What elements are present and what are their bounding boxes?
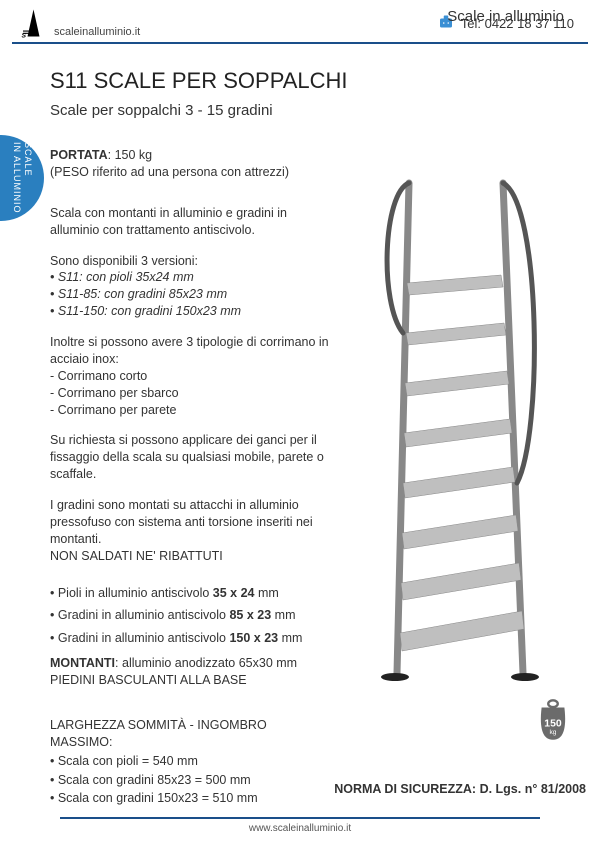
side-tab-line2: IN ALLUMINIO <box>12 142 22 214</box>
p-handrails: Inoltre si possono avere 3 tipologie di … <box>50 334 330 418</box>
p-versions: Sono disponibili 3 versioni: • S11: con … <box>50 253 330 321</box>
site-url: scaleinalluminio.it <box>54 26 140 38</box>
montanti-line2: PIEDINI BASCULANTI ALLA BASE <box>50 673 247 687</box>
montanti-block: MONTANTI: alluminio anodizzato 65x30 mm … <box>50 655 330 689</box>
version-3: • S11-150: con gradini 150x23 mm <box>50 304 241 318</box>
logo-area: S scaleinalluminio.it <box>20 8 140 38</box>
bullet-1: • Pioli in alluminio antiscivolo 35 x 24… <box>50 585 330 602</box>
versions-intro: Sono disponibili 3 versioni: <box>50 254 198 268</box>
dims-2: • Scala con gradini 85x23 = 500 mm <box>50 772 330 789</box>
page-title: S11 SCALE PER SOPPALCHI <box>50 68 586 94</box>
bullet-3: • Gradini in alluminio antiscivolo 150 x… <box>50 630 330 647</box>
steps-text: I gradini sono montati su attacchi in al… <box>50 498 313 546</box>
category-label: Scale in alluminio <box>447 8 564 25</box>
p-hooks: Su richiesta si possono applicare dei ga… <box>50 432 330 483</box>
svg-text:S: S <box>22 32 27 38</box>
safety-value: D. Lgs. n° 81/2008 <box>476 782 586 796</box>
weight-badge-icon: 150 kg <box>534 698 572 740</box>
dims-title: LARGHEZZA SOMMITÀ - INGOMBRO MASSIMO: <box>50 717 330 751</box>
svg-text:kg: kg <box>550 729 557 736</box>
version-1: • S11: con pioli 35x24 mm <box>50 270 194 284</box>
handrail-3: - Corrimano per parete <box>50 403 176 417</box>
footer: www.scaleinalluminio.it <box>60 817 540 834</box>
handrail-1: - Corrimano corto <box>50 369 147 383</box>
portata-note: (PESO riferito ad una persona con attrez… <box>50 165 289 179</box>
dims-3: • Scala con gradini 150x23 = 510 mm <box>50 790 330 807</box>
safety-label: NORMA DI SICUREZZA: <box>334 782 476 796</box>
footer-url: www.scaleinalluminio.it <box>249 823 351 834</box>
spec-bullets: • Pioli in alluminio antiscivolo 35 x 24… <box>50 585 330 648</box>
steps-note: NON SALDATI NE' RIBATTUTI <box>50 549 223 563</box>
montanti-value: : alluminio anodizzato 65x30 mm <box>115 656 297 670</box>
p-description: Scala con montanti in alluminio e gradin… <box>50 205 330 239</box>
handrails-intro: Inoltre si possono avere 3 tipologie di … <box>50 335 329 366</box>
safety-norm: NORMA DI SICUREZZA: D. Lgs. n° 81/2008 <box>334 782 586 796</box>
logo-icon: S <box>20 8 50 38</box>
portata-block: PORTATA: 150 kg (PESO riferito ad una pe… <box>50 147 330 181</box>
p-steps: I gradini sono montati su attacchi in al… <box>50 497 330 565</box>
portata-label: PORTATA <box>50 148 108 162</box>
montanti-label: MONTANTI <box>50 656 115 670</box>
page-subtitle: Scale per soppalchi 3 - 15 gradini <box>50 102 586 119</box>
ladder-image <box>373 153 553 693</box>
dims-1: • Scala con pioli = 540 mm <box>50 753 330 770</box>
side-tab-line1: SCALE <box>23 142 33 177</box>
svg-text:150: 150 <box>544 718 562 729</box>
handrail-2: - Corrimano per sbarco <box>50 386 179 400</box>
bullet-2: • Gradini in alluminio antiscivolo 85 x … <box>50 607 330 624</box>
dimensions-block: LARGHEZZA SOMMITÀ - INGOMBRO MASSIMO: • … <box>50 717 330 807</box>
portata-value: : 150 kg <box>108 148 152 162</box>
version-2: • S11-85: con gradini 85x23 mm <box>50 287 227 301</box>
description-column: PORTATA: 150 kg (PESO riferito ad una pe… <box>50 147 330 809</box>
